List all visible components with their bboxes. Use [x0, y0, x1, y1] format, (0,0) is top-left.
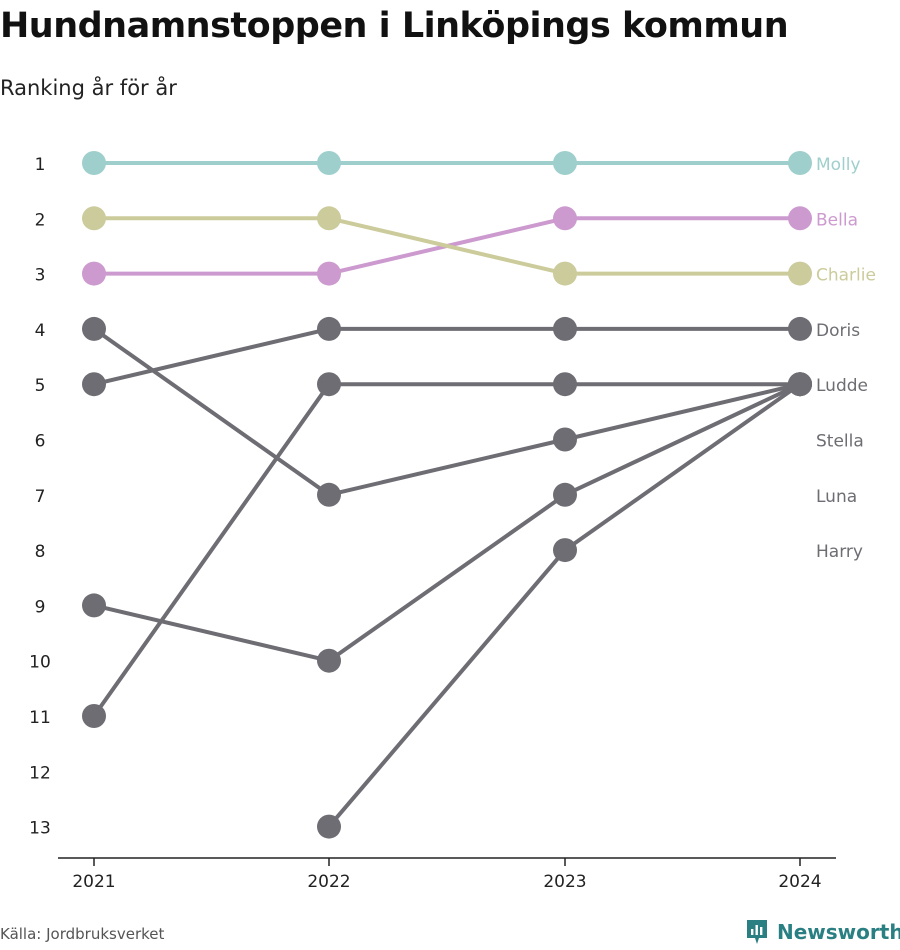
series-line-stella — [92, 382, 802, 663]
data-point-bella — [317, 261, 341, 286]
y-tick-label: 13 — [29, 819, 51, 839]
chart-subtitle: Ranking år för år — [0, 76, 177, 100]
data-point-charlie — [317, 206, 341, 231]
data-point-molly — [317, 151, 341, 175]
data-point-ludde — [553, 372, 577, 397]
y-tick-label: 9 — [35, 597, 46, 617]
bar-chart-logo-icon — [747, 920, 767, 944]
data-point-molly — [553, 151, 577, 175]
data-point-doris — [82, 372, 106, 397]
y-tick-label: 7 — [35, 487, 46, 507]
x-tick-label: 2023 — [543, 872, 586, 892]
chart-title: Hundnamnstoppen i Linköpings kommun — [0, 6, 789, 46]
y-tick-label: 8 — [35, 542, 46, 562]
y-tick-label: 3 — [35, 266, 46, 286]
data-point-ludde — [82, 704, 106, 728]
end-label-doris: Doris — [816, 321, 860, 341]
end-label-harry: Harry — [816, 542, 863, 562]
data-point-stella — [317, 648, 341, 673]
data-point-harry — [317, 814, 341, 839]
end-label-ludde: Ludde — [816, 376, 868, 396]
data-point-bella — [82, 261, 106, 286]
data-point-luna — [317, 482, 341, 507]
data-point-bella — [788, 206, 812, 231]
source-note: Källa: Jordbruksverket — [0, 925, 165, 943]
data-point-harry — [788, 372, 812, 397]
data-point-luna — [553, 427, 577, 452]
data-point-doris — [788, 316, 812, 341]
end-labels: Molly Bella Charlie Doris Ludde Stella Luna Har… — [816, 155, 876, 562]
end-label-luna: Luna — [816, 487, 857, 507]
data-point-charlie — [788, 261, 812, 286]
data-point-charlie — [553, 261, 577, 286]
series-line-doris — [92, 326, 802, 387]
brand-name: Newsworthy — [777, 920, 900, 944]
brand-logo[interactable]: Newsworthy — [745, 918, 900, 946]
series-line-charlie — [92, 216, 802, 276]
data-point-harry — [553, 538, 577, 563]
data-point-charlie — [82, 206, 106, 231]
x-axis: 2021 2022 2023 2024 — [58, 857, 836, 892]
data-point-molly — [82, 151, 106, 175]
data-point-molly — [788, 151, 812, 175]
series-line-ludde — [92, 382, 802, 718]
series-lines — [92, 161, 802, 829]
end-label-molly: Molly — [816, 155, 861, 175]
y-tick-label: 12 — [29, 763, 51, 783]
y-tick-label: 6 — [35, 432, 46, 452]
x-tick-label: 2021 — [72, 872, 115, 892]
y-tick-label: 1 — [35, 155, 46, 175]
end-label-bella: Bella — [816, 210, 858, 230]
data-point-stella — [82, 593, 106, 618]
y-tick-label: 5 — [35, 376, 46, 396]
data-point-bella — [553, 206, 577, 231]
series-points — [82, 151, 812, 839]
x-tick-label: 2024 — [778, 872, 821, 892]
y-tick-label: 4 — [35, 321, 46, 341]
y-tick-label: 2 — [35, 210, 46, 230]
data-point-doris — [317, 316, 341, 341]
y-tick-label: 10 — [29, 653, 51, 673]
end-label-stella: Stella — [816, 432, 864, 452]
data-point-ludde — [317, 372, 341, 397]
x-tick-label: 2022 — [307, 872, 350, 892]
data-point-stella — [553, 482, 577, 507]
y-tick-label: 11 — [29, 708, 51, 728]
data-point-doris — [553, 316, 577, 341]
series-line-luna — [92, 326, 802, 497]
data-point-luna — [82, 316, 106, 341]
end-label-charlie: Charlie — [816, 266, 876, 286]
